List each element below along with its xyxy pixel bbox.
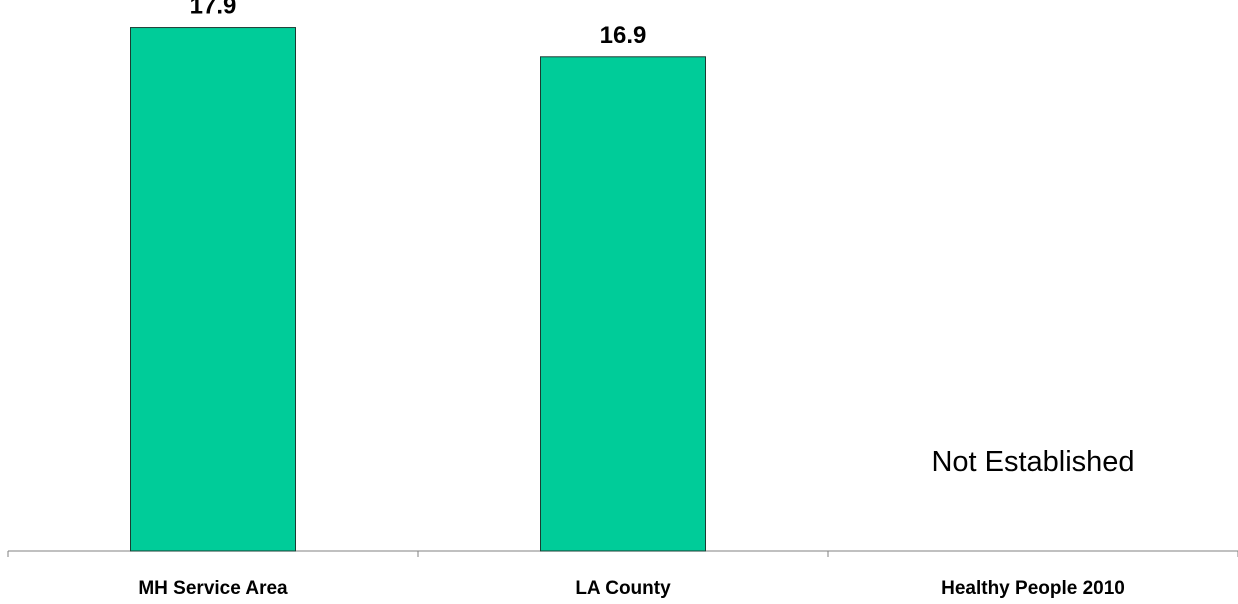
category-label: Healthy People 2010: [941, 578, 1125, 599]
category-label: LA County: [575, 578, 671, 599]
bar: [130, 27, 296, 552]
annotations: Not Established: [931, 446, 1134, 478]
value-labels: 17.9 16.9: [190, 0, 647, 49]
bar: [540, 56, 706, 552]
value-label: 17.9: [190, 0, 237, 20]
not-established-note: Not Established: [931, 446, 1134, 478]
value-label: 16.9: [600, 22, 647, 49]
x-axis-ticks: [7, 551, 1238, 557]
category-label: MH Service Area: [138, 578, 288, 599]
bar-series: [130, 27, 706, 552]
category-labels: MH Service Area LA County Healthy People 2…: [138, 578, 1125, 599]
